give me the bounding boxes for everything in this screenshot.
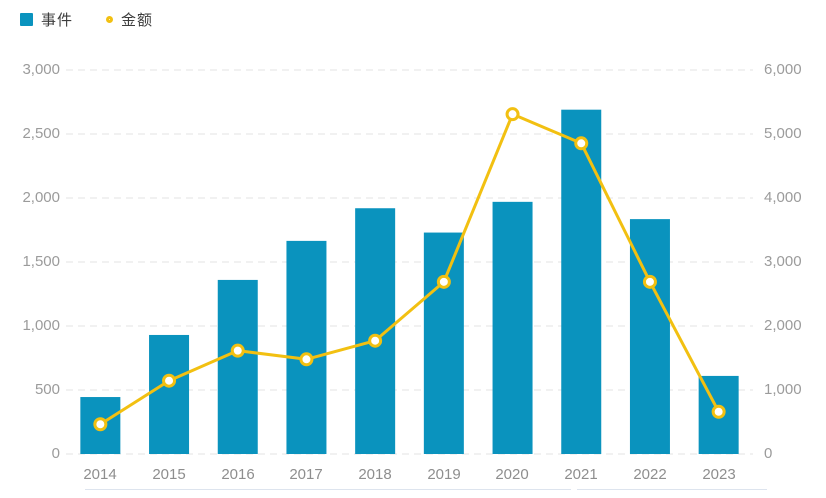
- left-axis-tick: 0: [51, 445, 60, 462]
- left-axis-tick: 2,500: [22, 125, 60, 142]
- bar-2019: [423, 232, 464, 454]
- bar-2015: [149, 334, 190, 454]
- marker-2020: [505, 107, 520, 122]
- x-axis-label: 2023: [702, 466, 736, 483]
- left-axis-tick: 1,500: [22, 253, 60, 270]
- marker-2015: [162, 373, 177, 388]
- table-top-border-left: [85, 489, 571, 490]
- bar-2021: [561, 109, 602, 455]
- marker-2023: [711, 404, 726, 419]
- right-axis-tick: 0: [764, 445, 773, 462]
- bar-series-swatch-icon: [20, 13, 33, 26]
- right-axis-tick: 4,000: [764, 189, 802, 206]
- marker-2017: [299, 352, 314, 367]
- legend-label-events: 事件: [41, 12, 74, 29]
- x-axis-label: 2018: [358, 466, 392, 483]
- x-axis-label: 2022: [633, 466, 667, 483]
- bar-2017: [286, 240, 327, 454]
- left-axis-tick: 500: [34, 381, 60, 398]
- marker-2014: [93, 417, 108, 432]
- right-axis-tick: 3,000: [764, 253, 802, 270]
- x-axis-label: 2019: [427, 466, 461, 483]
- legend-label-amount: 金额: [121, 12, 154, 29]
- left-axis-tick: 2,000: [22, 189, 60, 206]
- legend-item-events[interactable]: 事件: [20, 9, 73, 30]
- left-axis-tick: 1,000: [22, 317, 60, 334]
- x-axis-label: 2014: [83, 466, 117, 483]
- bar-2018: [355, 208, 396, 454]
- right-axis-tick: 6,000: [764, 61, 802, 78]
- x-axis-label: 2015: [152, 466, 186, 483]
- marker-2019: [436, 274, 451, 289]
- x-axis-label: 2021: [564, 466, 598, 483]
- marker-2021: [574, 136, 589, 151]
- right-axis-tick: 5,000: [764, 125, 802, 142]
- table-top-border-right: [577, 489, 767, 490]
- marker-2018: [368, 333, 383, 348]
- legend: 事件 金额: [20, 9, 153, 30]
- marker-2022: [642, 274, 657, 289]
- right-axis-tick: 2,000: [764, 317, 802, 334]
- x-axis-label: 2017: [289, 466, 323, 483]
- x-axis-label: 2020: [495, 466, 529, 483]
- line-series-marker-icon: [106, 16, 114, 23]
- marker-2016: [230, 343, 245, 358]
- bar-2020: [492, 201, 533, 454]
- legend-item-amount[interactable]: 金额: [106, 9, 153, 30]
- x-axis-label: 2016: [221, 466, 255, 483]
- amount-line: [98, 112, 721, 426]
- right-axis-tick: 1,000: [764, 381, 802, 398]
- bar-2016: [217, 279, 258, 454]
- left-axis-tick: 3,000: [22, 61, 60, 78]
